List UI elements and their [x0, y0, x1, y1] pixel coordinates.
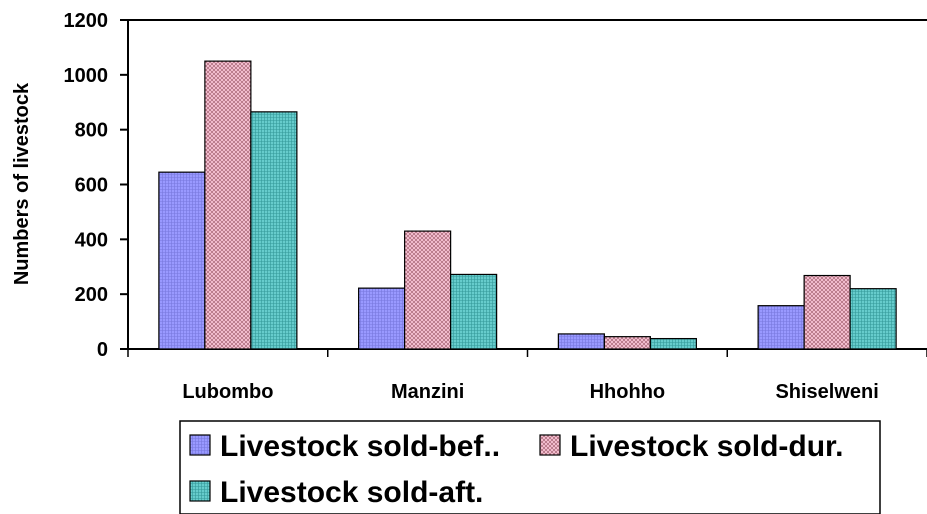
legend-swatch-0 — [189, 434, 211, 456]
bar-3-2 — [849, 288, 897, 350]
y-tick-label-3: 600 — [75, 175, 108, 197]
legend-box — [179, 420, 881, 514]
bar-3-0 — [757, 305, 805, 350]
bar-0-1 — [204, 60, 252, 350]
legend-item-2: Livestock sold-aft. — [189, 476, 483, 509]
bar-0-2 — [250, 111, 298, 350]
legend-swatch-2 — [189, 480, 211, 502]
bar-0-0 — [158, 171, 206, 350]
x-tick-label-3: Shiselweni — [775, 381, 878, 403]
x-axis-ticks: Lubombo Manzini Hhohho Shiselweni — [127, 349, 927, 403]
legend-label-1: Livestock sold-dur. — [570, 430, 843, 463]
x-tick-label-0: Lubombo — [182, 381, 273, 403]
legend-item-1: Livestock sold-dur. — [539, 430, 843, 463]
bar-2-0 — [557, 333, 605, 350]
x-tick-label-2: Hhohho — [590, 381, 666, 403]
y-axis-ticks: 0 200 400 600 800 1000 1200 — [64, 10, 128, 361]
legend-label-0: Livestock sold-bef.. — [220, 430, 500, 463]
x-tick-label-1: Manzini — [391, 381, 464, 403]
y-tick-label-5: 1000 — [64, 65, 109, 87]
bar-1-1 — [404, 230, 452, 350]
legend-label-2: Livestock sold-aft. — [220, 476, 483, 509]
y-tick-label-1: 200 — [75, 284, 108, 306]
bar-1-0 — [358, 287, 406, 350]
legend-item-0: Livestock sold-bef.. — [189, 430, 500, 463]
y-tick-label-4: 800 — [75, 120, 108, 142]
bar-3-1 — [803, 274, 851, 350]
bar-2-2 — [649, 337, 697, 350]
bar-1-2 — [450, 273, 498, 350]
legend-swatch-1 — [539, 434, 561, 456]
bar-2-1 — [603, 336, 651, 350]
bars — [158, 60, 897, 350]
y-axis-title: Numbers of livestock — [11, 82, 33, 285]
y-tick-label-0: 0 — [97, 339, 108, 361]
y-tick-label-6: 1200 — [64, 10, 109, 32]
legend: Livestock sold-bef.. Livestock sold-dur.… — [179, 420, 881, 514]
y-tick-label-2: 400 — [75, 229, 108, 251]
